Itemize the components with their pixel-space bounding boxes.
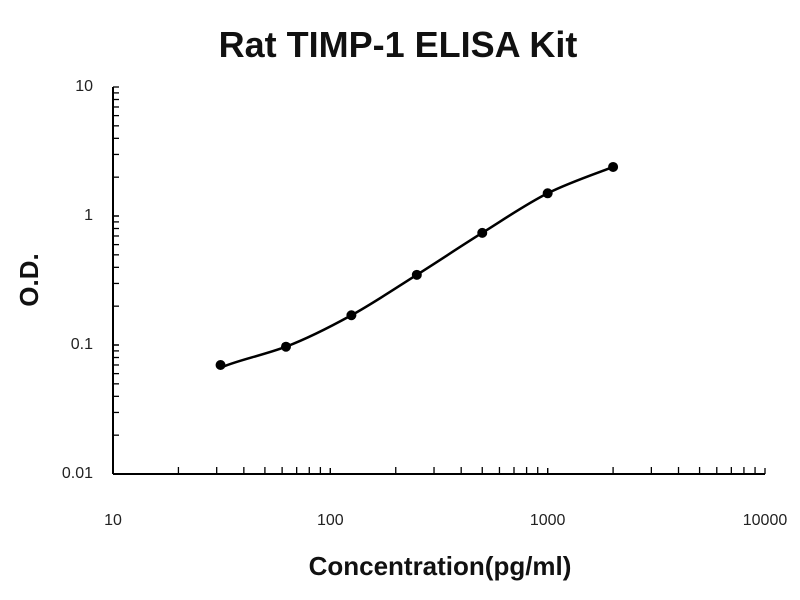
x-tick-label: 1000 [530,512,566,529]
x-axis-label: Concentration(pg/ml) [309,551,572,581]
data-point [411,269,422,280]
x-tick-label: 10 [104,512,122,529]
y-tick-label: 0.01 [62,465,93,482]
x-tick-label: 100 [317,512,344,529]
y-tick-label: 1 [84,207,93,224]
standard-curve-line [219,165,614,370]
chart-title: Rat TIMP-1 ELISA Kit [219,24,578,65]
data-point [477,227,488,238]
data-point [346,310,357,321]
data-point [542,188,553,199]
y-tick-label: 0.1 [71,336,93,353]
data-point [608,161,619,172]
y-tick-label: 10 [75,78,93,95]
y-axis-label: O.D. [14,253,44,306]
x-tick-label: 10000 [743,512,788,529]
data-point [215,359,226,370]
data-point [280,341,291,352]
